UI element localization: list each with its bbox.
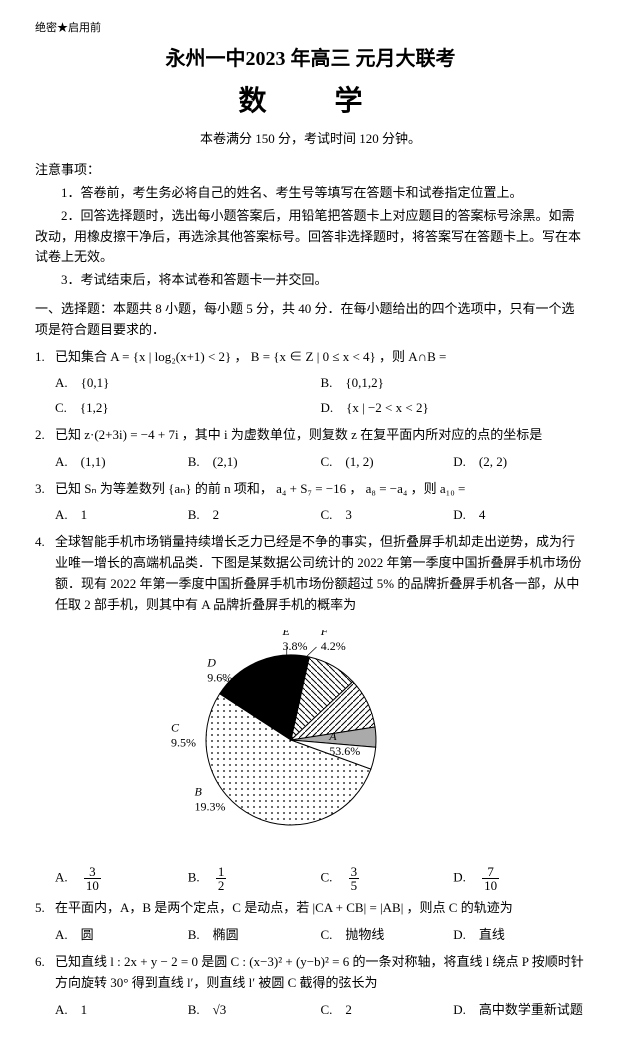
q1-options-row1: A. {0,1} B. {0,1,2} [55, 373, 586, 394]
q5-opt-a: A. 圆 [55, 925, 188, 946]
question-5: 5. 在平面内，A，B 是两个定点，C 是动点，若 |CA + CB| = |A… [35, 898, 586, 919]
q5-opt-b: B. 椭圆 [188, 925, 321, 946]
q6-opt-d: D. 高中数学重新试题 [453, 1000, 586, 1021]
q2-num: 2. [35, 425, 55, 446]
svg-text:B: B [194, 785, 202, 799]
q2-opt-a: A. (1,1) [55, 452, 188, 473]
question-2: 2. 已知 z·(2+3i) = −4 + 7i ，其中 i 为虚数单位，则复数… [35, 425, 586, 446]
svg-text:3.8%: 3.8% [282, 639, 307, 653]
q4-opt-c: C. 35 [321, 865, 454, 892]
q2-options: A. (1,1) B. (2,1) C. (1, 2) D. (2, 2) [55, 452, 586, 473]
notice-item-3: 3．考试结束后，将本试卷和答题卡一并交回。 [35, 270, 586, 291]
notice-item-1: 1．答卷前，考生务必将自己的姓名、考生号等填写在答题卡和试卷指定位置上。 [35, 183, 586, 204]
q3-text: 已知 Sₙ 为等差数列 {aₙ} 的前 n 项和， a₄ + S₇ = −16 … [55, 479, 586, 500]
q5-num: 5. [35, 898, 55, 919]
q4-text: 全球智能手机市场销量持续增长乏力已经是不争的事实，但折叠屏手机却走出逆势，成为行… [55, 532, 586, 615]
q6-options: A. 1 B. √3 C. 2 D. 高中数学重新试题 [55, 1000, 586, 1021]
exam-info: 本卷满分 150 分，考试时间 120 分钟。 [35, 129, 586, 150]
svg-text:C: C [171, 721, 180, 735]
q1-opt-a: A. {0,1} [55, 373, 321, 394]
q2-opt-d: D. (2, 2) [453, 452, 586, 473]
q5-opt-c: C. 抛物线 [321, 925, 454, 946]
q3-options: A. 1 B. 2 C. 3 D. 4 [55, 505, 586, 526]
q4-options: A. 310 B. 12 C. 35 D. 710 [55, 865, 586, 892]
exam-title: 永州一中2023 年高三 元月大联考 [35, 43, 586, 75]
q2-opt-c: C. (1, 2) [321, 452, 454, 473]
q1-opt-c: C. {1,2} [55, 398, 321, 419]
q4-opt-b: B. 12 [188, 865, 321, 892]
q3-opt-a: A. 1 [55, 505, 188, 526]
svg-text:19.3%: 19.3% [194, 800, 225, 814]
q2-text: 已知 z·(2+3i) = −4 + 7i ，其中 i 为虚数单位，则复数 z … [55, 425, 586, 446]
question-3: 3. 已知 Sₙ 为等差数列 {aₙ} 的前 n 项和， a₄ + S₇ = −… [35, 479, 586, 500]
question-6: 6. 已知直线 l : 2x + y − 2 = 0 是圆 C : (x−3)²… [35, 952, 586, 994]
question-4: 4. 全球智能手机市场销量持续增长乏力已经是不争的事实，但折叠屏手机却走出逆势，… [35, 532, 586, 615]
q1-opt-d: D. {x | −2 < x < 2} [321, 398, 587, 419]
q5-options: A. 圆 B. 椭圆 C. 抛物线 D. 直线 [55, 925, 586, 946]
q3-opt-b: B. 2 [188, 505, 321, 526]
q2-opt-b: B. (2,1) [188, 452, 321, 473]
svg-text:53.6%: 53.6% [329, 744, 360, 758]
q1-options-row2: C. {1,2} D. {x | −2 < x < 2} [55, 398, 586, 419]
notice-item-2: 2．回答选择题时，选出每小题答案后，用铅笔把答题卡上对应题目的答案标号涂黑。如需… [35, 206, 586, 268]
pie-chart-container: A53.6% B19.3% C9.5% D9.6% E3.8% F4.2% [35, 630, 586, 850]
notice-header: 注意事项： [35, 160, 586, 181]
svg-text:9.5%: 9.5% [171, 736, 196, 750]
q5-text: 在平面内，A，B 是两个定点，C 是动点，若 |CA + CB| = |AB| … [55, 898, 586, 919]
svg-text:A: A [328, 729, 337, 743]
svg-text:9.6%: 9.6% [207, 671, 232, 685]
q1-opt-b: B. {0,1,2} [321, 373, 587, 394]
question-1: 1. 已知集合 A = {x | log₂(x+1) < 2} ， B = {x… [35, 347, 586, 368]
q3-opt-c: C. 3 [321, 505, 454, 526]
confidential-mark: 绝密★启用前 [35, 20, 586, 38]
q5-opt-d: D. 直线 [453, 925, 586, 946]
svg-text:D: D [206, 656, 216, 670]
q6-opt-a: A. 1 [55, 1000, 188, 1021]
q3-opt-d: D. 4 [453, 505, 586, 526]
q6-num: 6. [35, 952, 55, 994]
q4-opt-d: D. 710 [453, 865, 586, 892]
section-header: 一、选择题：本题共 8 小题，每小题 5 分，共 40 分．在每小题给出的四个选… [35, 299, 586, 341]
svg-text:F: F [319, 630, 328, 638]
svg-text:4.2%: 4.2% [320, 639, 345, 653]
q6-opt-c: C. 2 [321, 1000, 454, 1021]
q3-num: 3. [35, 479, 55, 500]
pie-chart: A53.6% B19.3% C9.5% D9.6% E3.8% F4.2% [161, 630, 461, 850]
q4-num: 4. [35, 532, 55, 615]
q1-text: 已知集合 A = {x | log₂(x+1) < 2} ， B = {x ∈ … [55, 347, 586, 368]
svg-text:E: E [281, 630, 290, 638]
q6-opt-b: B. √3 [188, 1000, 321, 1021]
subject-title: 数 学 [35, 80, 586, 125]
q6-text: 已知直线 l : 2x + y − 2 = 0 是圆 C : (x−3)² + … [55, 952, 586, 994]
q1-num: 1. [35, 347, 55, 368]
q4-opt-a: A. 310 [55, 865, 188, 892]
